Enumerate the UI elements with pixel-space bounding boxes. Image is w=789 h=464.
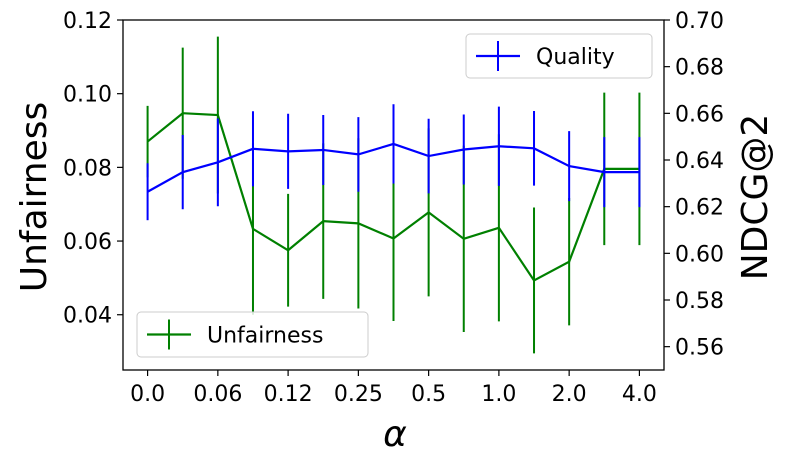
- legend-unfairness: Unfairness: [136, 311, 369, 358]
- left-tick-label: 0.08: [63, 156, 112, 181]
- left-tick-label: 0.04: [63, 304, 112, 329]
- right-tick-label: 0.64: [675, 149, 724, 174]
- x-tick-label: 0.5: [411, 382, 446, 407]
- right-tick-label: 0.66: [675, 102, 724, 127]
- x-tick-label: 0.12: [264, 382, 313, 407]
- legend-box: [136, 311, 369, 358]
- left-tick-label: 0.06: [63, 230, 112, 255]
- left-axis-label: Unfairness: [14, 102, 55, 293]
- series-unfairness: [146, 36, 641, 354]
- legend: Quality Unfairness: [136, 33, 653, 358]
- x-tick-label: 1.0: [481, 382, 516, 407]
- x-tick-label: 0.0: [130, 382, 165, 407]
- right-tick-label: 0.60: [675, 242, 724, 267]
- legend-box: [465, 33, 653, 79]
- right-tick-label: 0.58: [675, 289, 724, 314]
- left-tick-label: 0.12: [63, 9, 112, 34]
- legend-quality: Quality: [465, 33, 653, 79]
- x-tick-label: 4.0: [622, 382, 657, 407]
- x-tick-label: 0.06: [193, 382, 242, 407]
- right-tick-label: 0.70: [675, 9, 724, 34]
- right-tick-label: 0.56: [675, 336, 724, 361]
- right-axis-label: NDCG@2: [735, 114, 776, 281]
- tick-labels: 0.0 0.06 0.12 0.25 0.5 1.0 2.0 4.0 0.04 0.06 0.08 0…: [63, 9, 724, 407]
- x-axis-label: α: [383, 414, 407, 455]
- x-tick-label: 0.25: [334, 382, 383, 407]
- right-tick-label: 0.62: [675, 196, 724, 221]
- legend-label: Quality: [536, 45, 615, 70]
- plot-area: [146, 36, 641, 354]
- right-tick-label: 0.68: [675, 56, 724, 81]
- legend-label: Unfairness: [207, 324, 323, 349]
- plot-frame: [122, 19, 665, 371]
- series-quality: [146, 104, 641, 221]
- x-tick-label: 2.0: [552, 382, 587, 407]
- left-tick-label: 0.10: [63, 83, 112, 108]
- axes: [117, 19, 670, 376]
